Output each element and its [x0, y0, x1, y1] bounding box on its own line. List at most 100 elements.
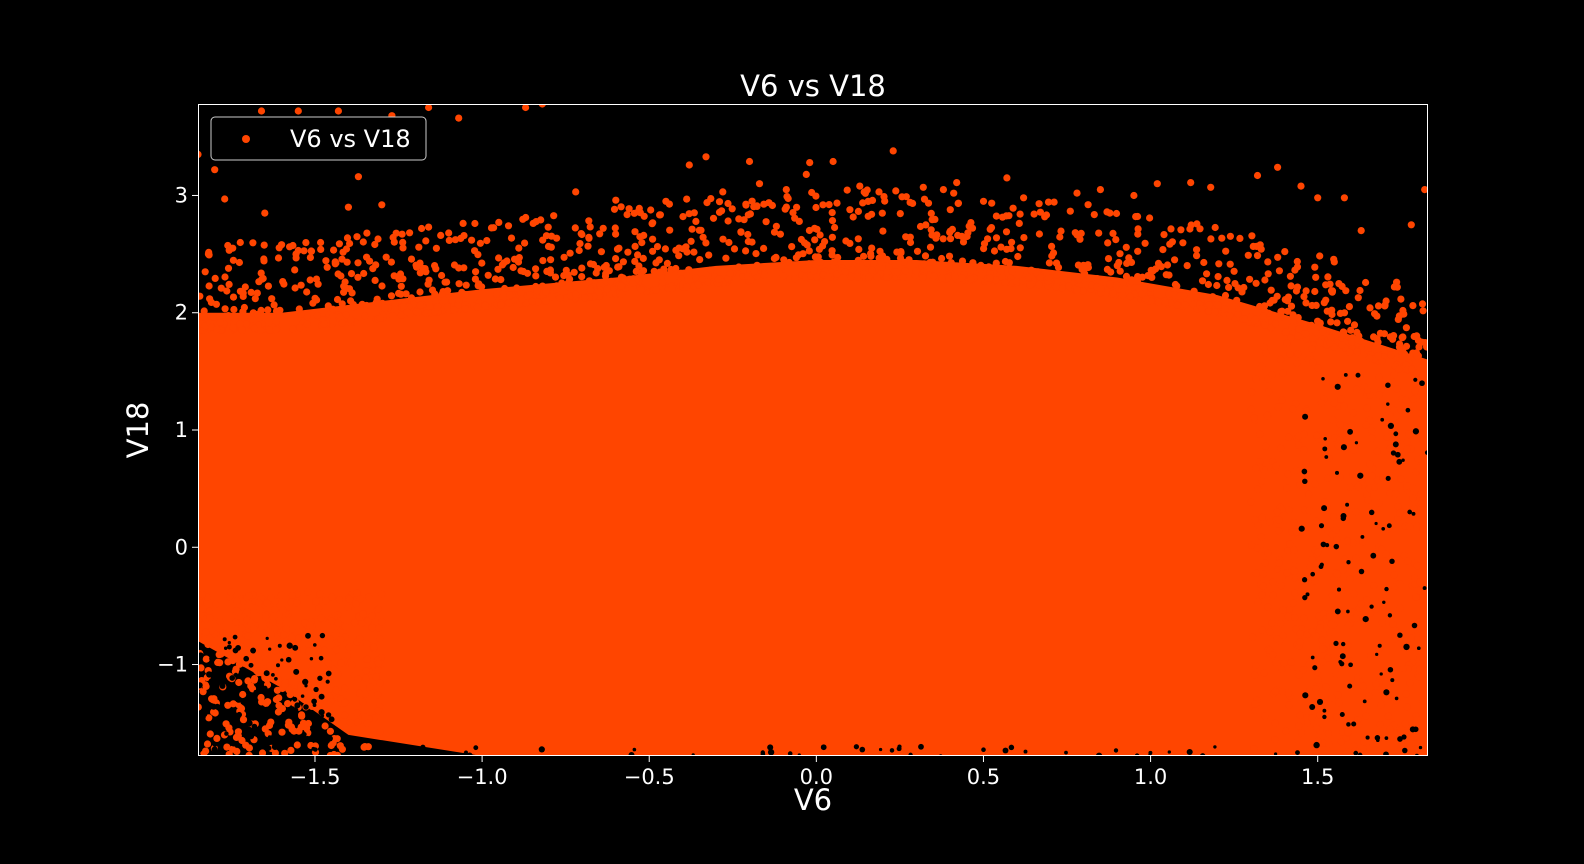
scatter-point	[1406, 679, 1414, 687]
scatter-gap	[859, 746, 866, 753]
scatter-point	[1353, 385, 1361, 393]
scatter-point	[1411, 387, 1419, 395]
scatter-point	[206, 614, 214, 622]
scatter-point	[415, 243, 423, 251]
scatter-point	[1415, 464, 1424, 472]
scatter-point	[1300, 446, 1308, 454]
scatter-point	[585, 233, 593, 241]
scatter-point	[236, 320, 244, 328]
scatter-point	[1271, 736, 1279, 744]
scatter-gap	[258, 712, 263, 717]
scatter-point	[954, 199, 963, 207]
scatter-point	[1374, 302, 1383, 310]
scatter-gap	[1301, 468, 1308, 475]
scatter-point	[1305, 687, 1313, 695]
scatter-point	[337, 659, 345, 667]
scatter-gap	[262, 685, 268, 691]
scatter-point	[1116, 250, 1124, 258]
scatter-point	[361, 743, 369, 751]
scatter-point	[1122, 243, 1130, 251]
scatter-point	[1259, 582, 1267, 590]
scatter-point	[306, 276, 314, 284]
scatter-point	[1277, 355, 1285, 363]
scatter-gap	[1002, 747, 1009, 754]
scatter-point	[1273, 635, 1281, 643]
scatter-point	[304, 719, 312, 728]
scatter-point	[258, 629, 266, 637]
scatter-point	[308, 666, 316, 674]
scatter-point	[1407, 634, 1415, 643]
scatter-gap	[198, 736, 203, 740]
scatter-gap	[1310, 655, 1315, 660]
scatter-point	[1386, 489, 1394, 497]
scatter-gap	[243, 655, 250, 662]
scatter-point	[1302, 460, 1310, 468]
scatter-point	[1311, 287, 1319, 296]
scatter-point	[205, 607, 213, 615]
scatter-point	[750, 268, 758, 276]
scatter-gap	[326, 735, 333, 742]
scatter-point	[1348, 338, 1356, 346]
scatter-point	[1027, 266, 1035, 274]
scatter-point	[1189, 300, 1197, 309]
scatter-point	[1044, 198, 1053, 206]
scatter-point	[273, 686, 281, 694]
scatter-point	[829, 157, 837, 166]
scatter-point	[370, 643, 378, 651]
scatter-point	[227, 588, 235, 596]
scatter-point	[438, 290, 446, 298]
scatter-point	[517, 289, 525, 298]
scatter-point	[1250, 317, 1258, 325]
scatter-point	[1291, 589, 1299, 597]
scatter-point	[205, 251, 213, 259]
scatter-point	[1295, 722, 1303, 730]
scatter-point	[1226, 232, 1234, 240]
scatter-gap	[1325, 543, 1330, 548]
scatter-point	[1372, 680, 1380, 688]
scatter-point	[494, 265, 502, 273]
scatter-gap	[395, 745, 401, 751]
scatter-point	[340, 288, 348, 296]
scatter-point	[883, 268, 891, 276]
scatter-point	[1391, 632, 1399, 641]
scatter-point	[287, 746, 295, 755]
scatter-gap	[1384, 736, 1389, 740]
scatter-point	[363, 719, 371, 727]
scatter-point	[286, 243, 294, 251]
scatter-point	[1296, 638, 1304, 646]
scatter-point	[1380, 330, 1388, 338]
scatter-point	[239, 308, 247, 316]
scatter-gap	[1319, 562, 1324, 567]
scatter-point	[1390, 371, 1398, 379]
scatter-gap	[211, 746, 218, 753]
scatter-point	[635, 262, 643, 270]
scatter-point	[596, 230, 604, 238]
scatter-point	[1163, 261, 1172, 269]
scatter-point	[1373, 476, 1382, 484]
scatter-gap	[1392, 441, 1399, 448]
scatter-point	[422, 237, 430, 245]
scatter-point	[1299, 666, 1307, 674]
scatter-point	[1334, 691, 1342, 699]
scatter-point	[768, 201, 777, 210]
scatter-gap	[1401, 458, 1405, 462]
scatter-point	[929, 258, 937, 266]
scatter-point	[797, 235, 806, 244]
scatter-point	[1296, 711, 1304, 720]
scatter-point	[1173, 282, 1181, 290]
scatter-point	[1084, 201, 1092, 209]
scatter-point	[198, 617, 203, 625]
scatter-gap	[236, 711, 242, 718]
scatter-gap	[221, 682, 225, 686]
scatter-point	[586, 223, 594, 231]
scatter-point	[638, 239, 646, 247]
scatter-point	[1357, 600, 1365, 608]
scatter-gap	[223, 646, 228, 650]
scatter-point	[1402, 324, 1410, 332]
scatter-gap	[1353, 750, 1359, 756]
scatter-gap	[1298, 525, 1305, 532]
scatter-point	[432, 265, 440, 273]
scatter-gap	[312, 703, 317, 707]
scatter-point	[369, 661, 377, 669]
scatter-point	[256, 643, 264, 651]
